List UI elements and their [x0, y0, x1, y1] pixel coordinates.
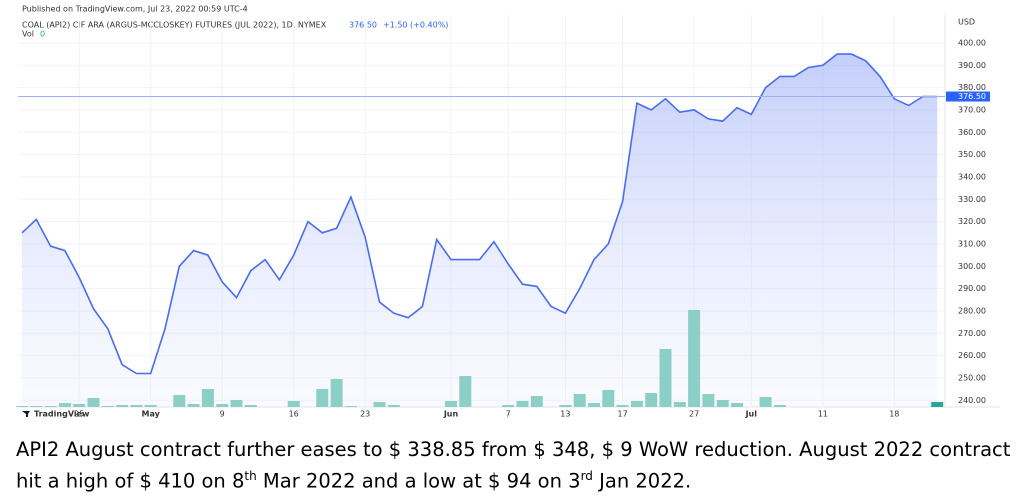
x-tick-label: 16: [289, 410, 299, 419]
x-tick-label: 9: [220, 410, 225, 419]
volume-bar: [731, 403, 743, 407]
change: +1.50 (+0.40%): [383, 21, 448, 30]
y-tick-label: 350.00: [958, 150, 986, 159]
y-tick-label: 310.00: [958, 239, 986, 248]
y-tick-label: 390.00: [958, 61, 986, 70]
volume-bar: [187, 404, 200, 407]
volume-bar: [559, 405, 572, 407]
x-tick-label: May: [142, 410, 161, 419]
y-tick-label: 270.00: [958, 329, 986, 338]
y-tick-label: 290.00: [958, 284, 986, 293]
volume-bar: [673, 402, 686, 407]
x-tick-label: 23: [360, 410, 370, 419]
volume-bar: [287, 401, 300, 407]
volume-bar: [702, 394, 715, 407]
y-tick-label: 250.00: [958, 373, 986, 382]
volume-bar: [316, 389, 329, 407]
chart: Published on TradingView.com, Jul 23, 20…: [16, 4, 1000, 419]
y-tick-label: 240.00: [958, 396, 986, 405]
volume-bar: [616, 405, 629, 407]
x-tick-label: 11: [818, 410, 828, 419]
volume-bar: [130, 405, 143, 407]
volume-bar: [602, 390, 615, 407]
volume-bar: [459, 376, 472, 407]
y-tick-label: 280.00: [958, 306, 986, 315]
volume-bar: [588, 403, 600, 407]
price-tag-label: 376.50: [958, 92, 986, 101]
volume-bar: [659, 349, 672, 407]
volume-bar: [344, 406, 357, 407]
y-tick-label: 380.00: [958, 83, 986, 92]
volume-bar: [773, 405, 786, 407]
y-tick-label: 370.00: [958, 105, 986, 114]
volume-bar: [201, 389, 214, 407]
brand-logo: [22, 411, 30, 417]
symbol: COAL (API2) CIF ARA (ARGUS-MCCLOSKEY) FU…: [22, 21, 327, 30]
volume-bar: [30, 406, 43, 407]
x-tick-label: 18: [889, 410, 899, 419]
x-tick-label: 13: [560, 410, 570, 419]
volume-bar: [44, 406, 57, 407]
brand: TradingView: [34, 410, 90, 419]
volume-bar: [58, 403, 71, 407]
volume-bar: [530, 396, 543, 407]
caption-text: Mar 2022 and a low at $ 94 on 3: [256, 469, 581, 493]
volume-bar: [573, 394, 586, 407]
price-area: [22, 54, 938, 407]
volume-bar: [931, 402, 944, 407]
last-price: 376.50: [349, 21, 377, 30]
y-tick-label: 330.00: [958, 195, 986, 204]
volume-bar: [645, 393, 658, 407]
y-tick-label: 340.00: [958, 172, 986, 181]
currency: USD: [958, 18, 975, 27]
price-line: [21, 53, 938, 375]
volume-bar: [716, 400, 729, 407]
volume-bar: [144, 405, 157, 407]
caption-sup: th: [244, 469, 257, 483]
volume-bar: [373, 402, 386, 407]
plot: 240.00 250.00 260.00 270.00 280.00 290.00 300.…: [16, 15, 990, 419]
volume-bar: [101, 406, 114, 407]
y-tick-label: 260.00: [958, 351, 986, 360]
vol-label: Vol: [22, 30, 34, 39]
x-tick-label: Jul: [745, 410, 758, 419]
x-tick-label: 27: [689, 410, 699, 419]
y-tick-label: 300.00: [958, 262, 986, 271]
x-tick-label: 17: [618, 410, 628, 419]
volume-bar: [445, 401, 457, 407]
vol-value: 0: [40, 30, 45, 39]
y-tick-label: 360.00: [958, 128, 986, 137]
caption-sup: rd: [580, 469, 593, 483]
volume-bar: [216, 404, 229, 407]
volume-bar: [688, 310, 701, 407]
volume-bar: [173, 395, 186, 407]
volume-bar: [73, 404, 86, 407]
volume-bar: [230, 400, 243, 407]
y-tick-label: 320.00: [958, 217, 986, 226]
volume-bar: [244, 405, 257, 407]
volume-bar: [630, 401, 643, 407]
volume-bar: [87, 398, 100, 407]
volume-bar: [330, 379, 343, 407]
volume-bar: [116, 405, 129, 407]
volume-bar: [516, 401, 529, 407]
caption: API2 August contract further eases to $ …: [16, 436, 1016, 495]
caption-text: API2 August contract further eases to $ …: [16, 438, 1011, 493]
caption-text: Jan 2022.: [592, 469, 692, 493]
x-tick-label: Jun: [443, 410, 459, 419]
volume-bar: [502, 405, 515, 407]
published: Published on TradingView.com, Jul 23, 20…: [22, 5, 248, 14]
x-tick-label: 25: [74, 410, 84, 419]
volume-bar: [16, 406, 28, 407]
x-tick-label: 7: [506, 410, 511, 419]
volume-bar: [759, 397, 772, 407]
volume-bar: [387, 405, 400, 407]
price-tag: [946, 91, 990, 102]
y-tick-label: 400.00: [958, 38, 986, 47]
